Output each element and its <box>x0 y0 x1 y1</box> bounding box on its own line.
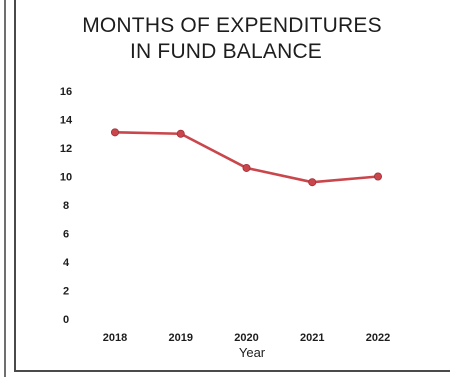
y-tick-label: 10 <box>60 172 72 184</box>
x-tick-label: 2018 <box>103 332 127 344</box>
data-point-2020 <box>242 163 251 172</box>
data-point-2018 <box>111 128 120 137</box>
data-point-2022 <box>373 172 382 181</box>
chart-title-line-1: MONTHS OF EXPENDITURES <box>82 14 382 37</box>
y-tick-label: 8 <box>63 200 69 212</box>
data-point-2019 <box>176 129 185 138</box>
x-axis-title: Year <box>239 345 266 360</box>
x-tick-label: 2020 <box>234 332 258 344</box>
series-line-group <box>111 128 382 187</box>
y-tick-label: 16 <box>60 86 72 98</box>
x-axis-ticks: 2018 2019 2020 2021 2022 <box>103 332 390 344</box>
y-axis-ticks: 0 2 4 6 8 10 12 14 16 <box>60 86 73 326</box>
series-line <box>114 131 379 184</box>
y-tick-label: 2 <box>63 286 69 298</box>
left-page-edge <box>4 0 6 377</box>
chart-panel <box>14 0 450 372</box>
x-tick-label: 2019 <box>169 332 193 344</box>
x-tick-label: 2021 <box>300 332 324 344</box>
y-tick-label: 4 <box>63 257 70 269</box>
y-tick-label: 0 <box>63 314 69 326</box>
y-tick-label: 12 <box>60 143 72 155</box>
data-point-2021 <box>308 178 317 187</box>
x-tick-label: 2022 <box>366 332 390 344</box>
y-tick-label: 6 <box>63 229 69 241</box>
y-tick-label: 14 <box>60 115 73 127</box>
chart-title-line-2: IN FUND BALANCE <box>129 40 323 63</box>
